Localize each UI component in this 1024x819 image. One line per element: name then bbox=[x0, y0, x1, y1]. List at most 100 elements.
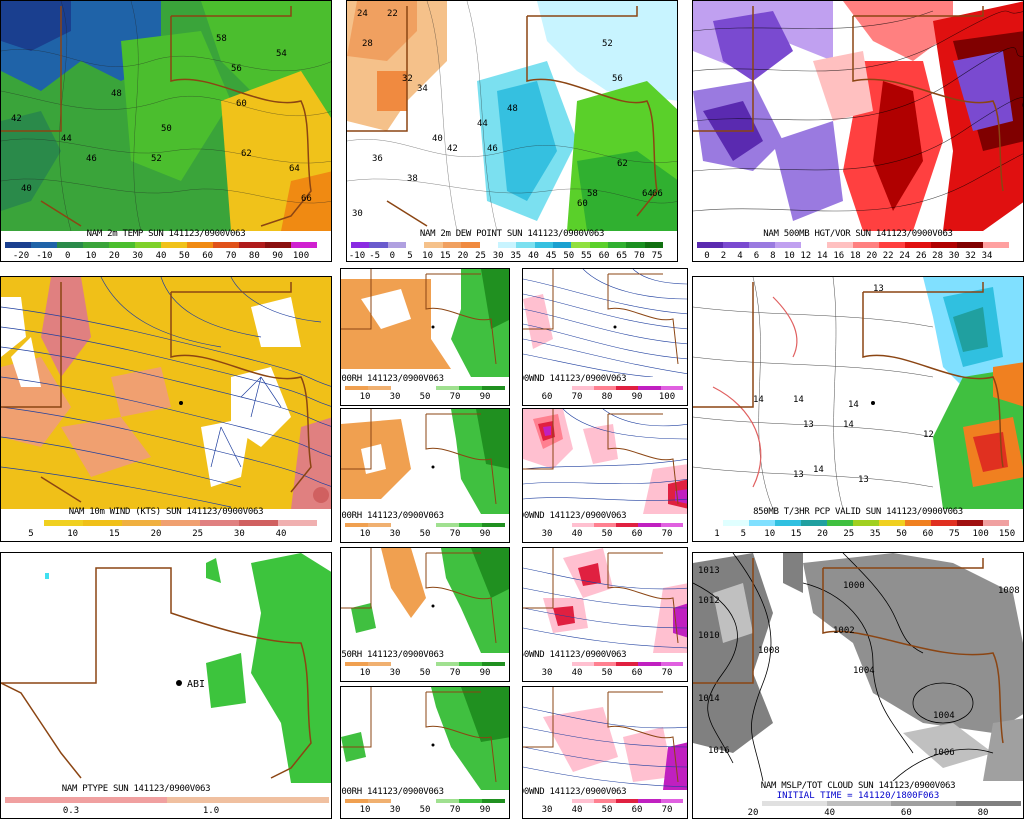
colorbar-tick-label: -10 bbox=[36, 251, 53, 261]
rh850-title: 850RH 141123/0900V063 bbox=[340, 650, 444, 660]
colorbar-swatch bbox=[571, 242, 590, 248]
temp-label: 66 bbox=[301, 194, 312, 204]
wnd500-map bbox=[523, 269, 687, 377]
colorbar-tick-label: 90 bbox=[631, 392, 643, 402]
colorbar-swatch bbox=[5, 242, 31, 248]
temp-panel: 42 46 52 56 50 60 62 64 66 54 58 48 44 4… bbox=[0, 0, 332, 262]
wind10m-map bbox=[1, 277, 331, 509]
colorbar-swatch bbox=[5, 520, 44, 526]
colorbar-swatch bbox=[549, 386, 572, 390]
colorbar-swatch bbox=[827, 242, 853, 248]
colorbar-swatch bbox=[135, 242, 161, 248]
colorbar-swatch bbox=[761, 801, 827, 806]
colorbar-swatch bbox=[534, 242, 553, 248]
colorbar-tick-label: 60 bbox=[631, 805, 643, 815]
colorbar-tick-label: 20 bbox=[457, 251, 469, 261]
colorbar-tick-label: 70 bbox=[449, 805, 461, 815]
mslp-title: NAM MSLP/TOT CLOUD SUN 141123/0900V063 bbox=[760, 781, 956, 791]
wnd700-panel: 700WND 141123/0900V063 30 40 50 60 70 bbox=[522, 408, 688, 543]
colorbar-swatch bbox=[278, 520, 317, 526]
colorbar-swatch bbox=[931, 520, 957, 526]
colorbar-swatch bbox=[723, 520, 749, 526]
colorbar-tick-label: 40 bbox=[571, 805, 583, 815]
colorbar-swatch bbox=[616, 662, 639, 666]
colorbar-tick-label: 70 bbox=[449, 529, 461, 539]
wnd500-colorbar bbox=[527, 386, 683, 390]
colorbar-tick-label: 26 bbox=[915, 251, 927, 261]
pcp-map: 13 14 14 14 13 14 13 14 12 13 bbox=[693, 277, 1023, 509]
dewpoint-map: 22 24 28 32 34 36 38 40 42 44 46 48 52 5… bbox=[347, 1, 677, 231]
colorbar-swatch bbox=[109, 242, 135, 248]
colorbar-swatch bbox=[351, 242, 370, 248]
colorbar-tick-label: 30 bbox=[389, 529, 401, 539]
colorbar-swatch bbox=[660, 523, 683, 527]
colorbar-swatch bbox=[436, 386, 460, 390]
colorbar-swatch bbox=[265, 242, 291, 248]
colorbar-tick-label: 60 bbox=[631, 668, 643, 678]
colorbar-swatch bbox=[161, 520, 200, 526]
colorbar-tick-label: 70 bbox=[571, 392, 583, 402]
dewpoint-panel: 22 24 28 32 34 36 38 40 42 44 46 48 52 5… bbox=[346, 0, 678, 262]
dew-label: 66 bbox=[652, 189, 663, 199]
colorbar-tick-label: 5 bbox=[407, 251, 413, 261]
colorbar-swatch bbox=[616, 523, 639, 527]
colorbar-tick-label: 32 bbox=[965, 251, 976, 261]
colorbar-swatch bbox=[660, 386, 683, 390]
colorbar-tick-label: 10 bbox=[783, 251, 795, 261]
colorbar-tick-label: 90 bbox=[479, 392, 491, 402]
colorbar-tick-label: 1 bbox=[714, 529, 720, 539]
mslp-label: 1008 bbox=[998, 586, 1020, 596]
dew-label: 58 bbox=[587, 189, 598, 199]
colorbar-tick-label: 2 bbox=[720, 251, 727, 261]
mslp-map: 1000 1002 1004 1004 1006 1008 1008 1010 … bbox=[693, 553, 1023, 781]
colorbar-swatch bbox=[879, 520, 905, 526]
colorbar-swatch bbox=[83, 520, 122, 526]
colorbar-swatch bbox=[723, 242, 749, 248]
colorbar-tick-label: 50 bbox=[601, 529, 613, 539]
colorbar-swatch bbox=[589, 242, 609, 248]
dewpoint-colorbar bbox=[351, 242, 664, 248]
colorbar-swatch bbox=[879, 242, 905, 248]
colorbar-tick-label: 30 bbox=[233, 529, 245, 539]
dew-label: 32 bbox=[402, 74, 413, 84]
colorbar-tick-label: 60 bbox=[598, 251, 610, 261]
temp-label: 58 bbox=[216, 34, 227, 44]
rh700-colorbar bbox=[345, 523, 506, 527]
colorbar-swatch bbox=[626, 242, 645, 248]
colorbar-tick-label: -5 bbox=[369, 251, 381, 261]
colorbar-tick-label: 50 bbox=[896, 529, 907, 539]
abi-station-marker bbox=[176, 680, 182, 686]
colorbar-tick-label: 20 bbox=[150, 529, 162, 539]
pcp-colorbar bbox=[697, 520, 1009, 526]
colorbar-swatch bbox=[608, 242, 627, 248]
colorbar-tick-label: 90 bbox=[479, 668, 491, 678]
rh850-map bbox=[341, 548, 509, 653]
temp-label: 60 bbox=[236, 99, 247, 109]
vort-map bbox=[693, 1, 1023, 231]
dew-label: 56 bbox=[612, 74, 623, 84]
colorbar-tick-label: 20 bbox=[747, 808, 759, 818]
rh900-title: 900RH 141123/0900V063 bbox=[340, 787, 444, 797]
wnd700-map bbox=[523, 409, 687, 514]
colorbar-swatch bbox=[291, 242, 317, 248]
colorbar-swatch bbox=[775, 242, 801, 248]
colorbar-tick-label: 0.3 bbox=[62, 806, 80, 816]
colorbar-tick-label: 40 bbox=[824, 808, 836, 818]
rh500-ticks: 10 30 50 70 90 bbox=[360, 392, 491, 402]
colorbar-tick-label: 90 bbox=[479, 529, 491, 539]
wnd500-ticks: 60 70 80 90 100 bbox=[542, 392, 676, 402]
colorbar-swatch bbox=[413, 523, 437, 527]
colorbar-tick-label: 60 bbox=[922, 529, 934, 539]
wind10m-title: NAM 10m WIND (KTS) SUN 141123/0900V063 bbox=[68, 507, 264, 517]
colorbar-swatch bbox=[167, 797, 329, 803]
colorbar-swatch bbox=[527, 799, 550, 803]
colorbar-swatch bbox=[616, 799, 639, 803]
colorbar-tick-label: 5 bbox=[28, 529, 34, 539]
dew-label: 24 bbox=[357, 9, 368, 19]
colorbar-swatch bbox=[549, 799, 572, 803]
rh700-ticks: 10 30 50 70 90 bbox=[360, 529, 491, 539]
colorbar-tick-label: 10 bbox=[359, 392, 371, 402]
colorbar-swatch bbox=[200, 520, 239, 526]
colorbar-tick-label: 50 bbox=[419, 805, 431, 815]
wnd900-title: 900WND 141123/0900V063 bbox=[522, 787, 627, 797]
